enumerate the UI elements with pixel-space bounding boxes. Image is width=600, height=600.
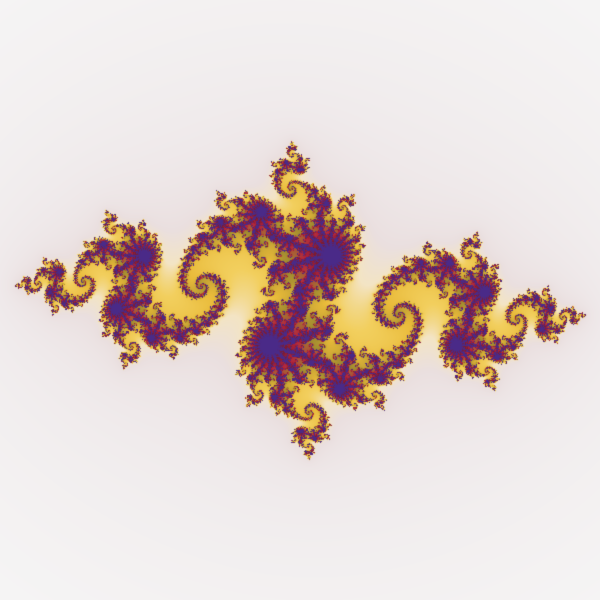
fractal-image: [0, 0, 600, 600]
julia-set-canvas: [0, 0, 600, 600]
